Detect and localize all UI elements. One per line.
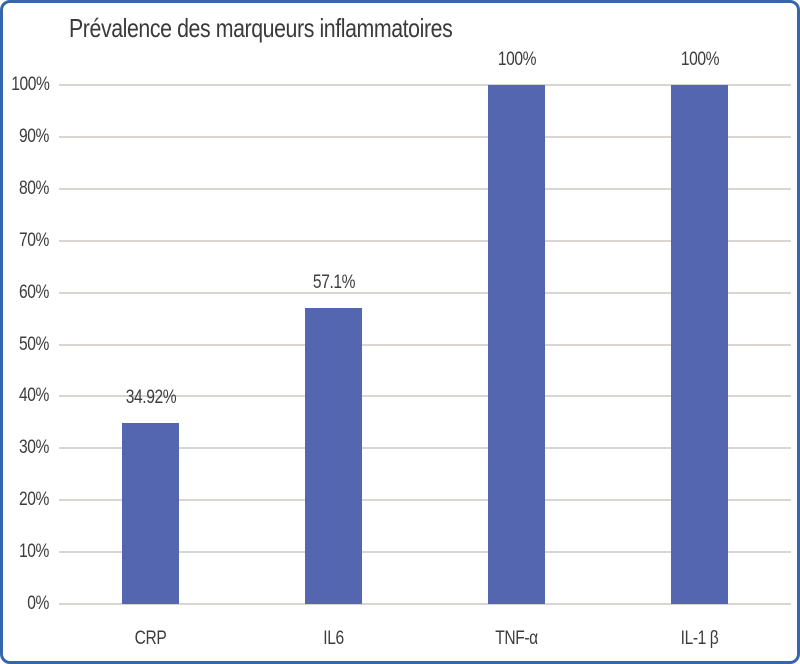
gridline xyxy=(59,499,791,502)
gridline xyxy=(59,291,791,294)
gridline xyxy=(59,551,791,554)
y-axis-tick-label: 70% xyxy=(19,229,49,251)
y-axis-tick-label: 80% xyxy=(19,177,49,199)
gridline xyxy=(59,395,791,398)
gridline xyxy=(59,603,791,605)
y-axis-tick-label: 60% xyxy=(19,281,49,303)
bar-data-label: 100% xyxy=(680,49,719,70)
gridline xyxy=(59,84,791,86)
y-axis-tick-label: 30% xyxy=(19,437,49,459)
gridline xyxy=(59,447,791,450)
x-category-label: IL6 xyxy=(323,628,344,649)
bar-IL6 xyxy=(305,307,362,604)
gridline xyxy=(59,239,791,242)
bar-CRP xyxy=(122,422,179,604)
x-category-label: CRP xyxy=(134,628,167,649)
bar-data-label: 100% xyxy=(497,49,536,70)
gridline xyxy=(59,135,791,138)
y-axis-tick-label: 50% xyxy=(19,333,49,355)
x-category-label: IL-1 β xyxy=(680,628,719,649)
y-axis-tick-label: 20% xyxy=(19,489,49,511)
bar-TNF-α xyxy=(488,85,545,604)
gridline xyxy=(59,187,791,190)
y-axis-tick-label: 90% xyxy=(19,125,49,147)
chart-title: Prévalence des marqueurs inflammatoires xyxy=(69,13,453,43)
y-axis-tick-label: 10% xyxy=(19,541,49,563)
x-category-label: TNF-α xyxy=(495,628,538,649)
bar-data-label: 57.1% xyxy=(312,271,355,293)
y-axis-tick-label: 100% xyxy=(11,74,50,95)
bar-IL-1 β xyxy=(671,85,728,604)
gridline xyxy=(59,343,791,346)
y-axis-tick-label: 0% xyxy=(27,593,49,614)
y-axis-tick-label: 40% xyxy=(19,385,49,407)
bar-data-label: 34.92% xyxy=(125,386,176,408)
